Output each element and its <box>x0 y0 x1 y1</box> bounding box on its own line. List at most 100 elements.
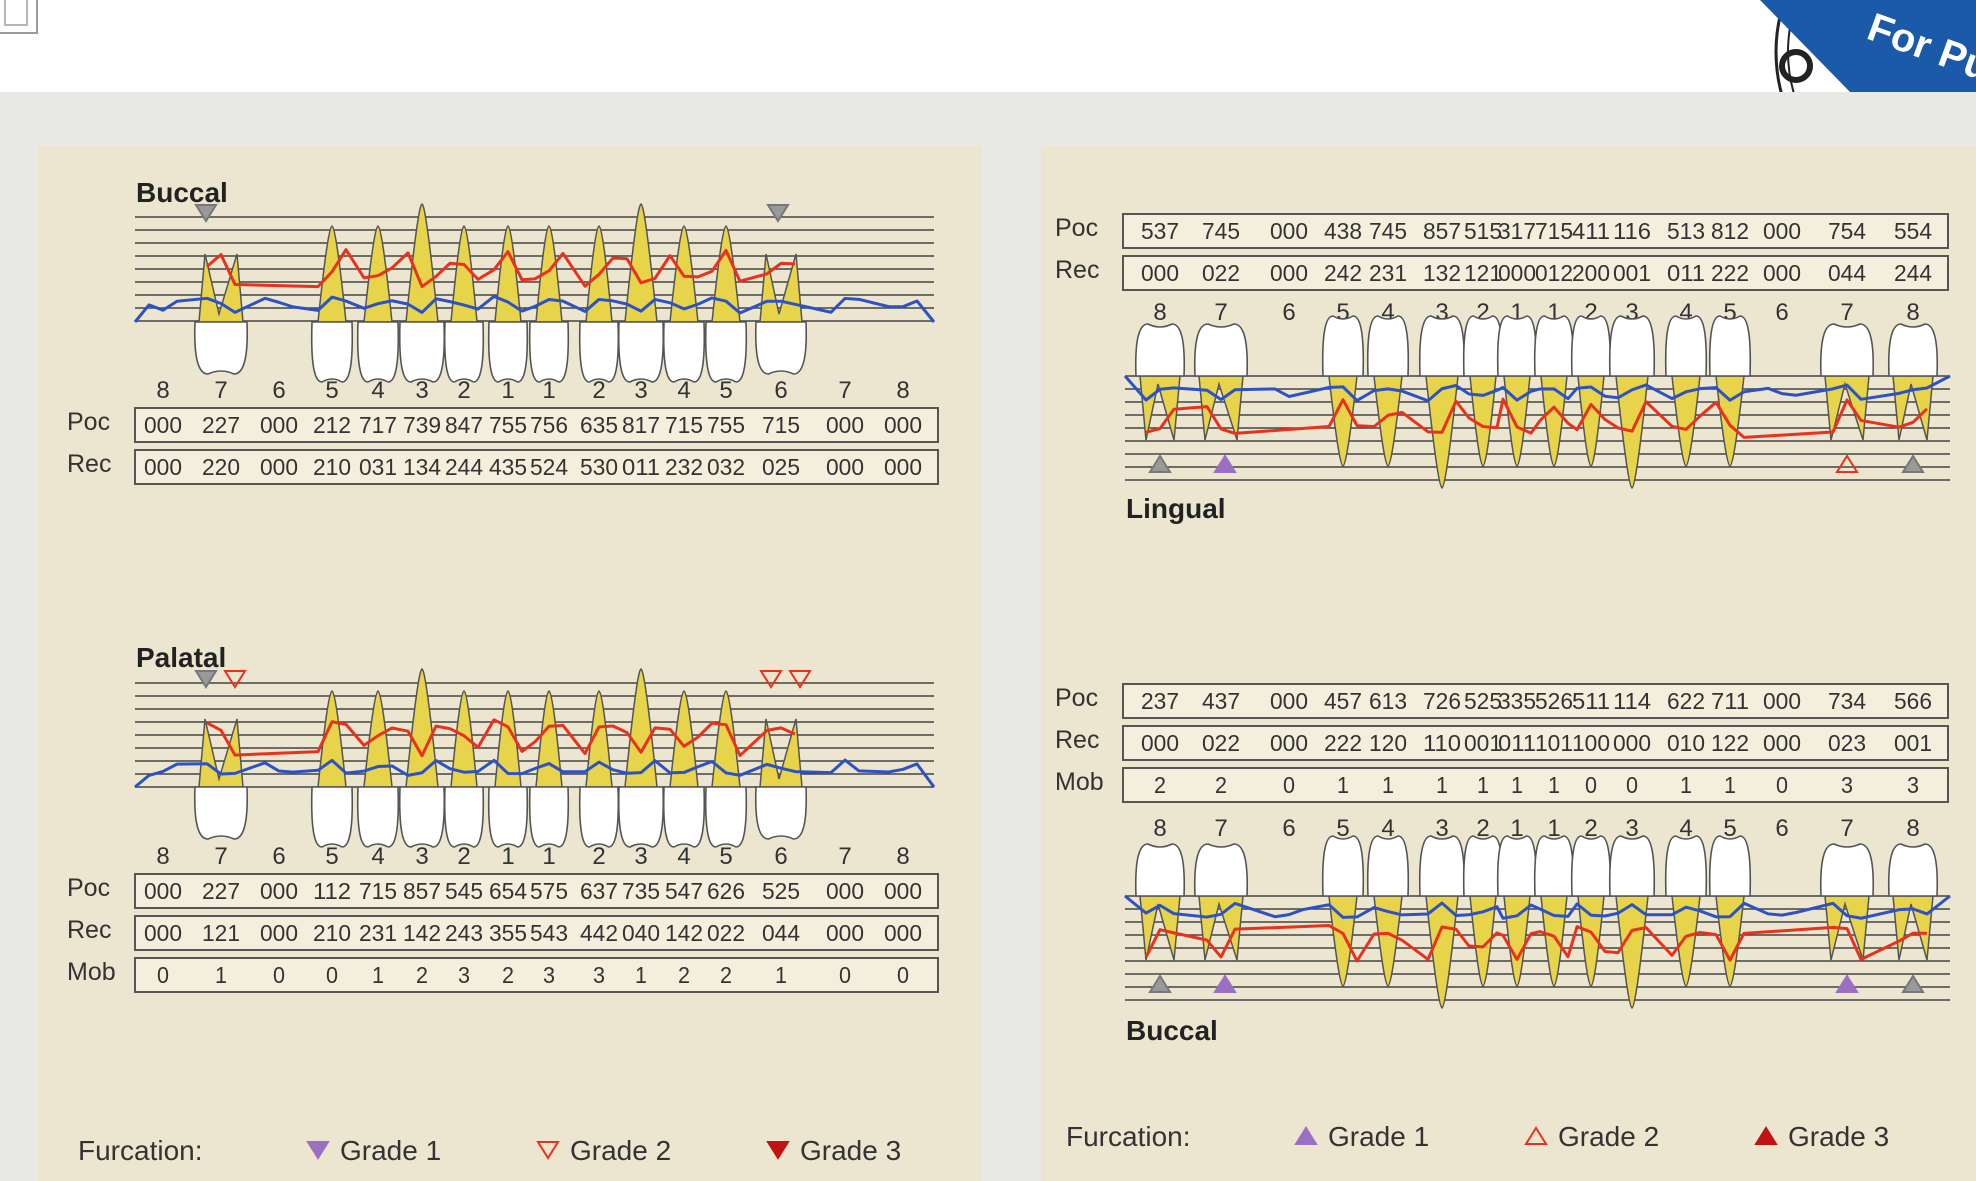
tooth-crown <box>1819 843 1875 897</box>
tooth-number: 5 <box>1723 815 1736 842</box>
cell-value: 000 <box>1763 260 1801 286</box>
tooth-number: 3 <box>415 843 428 870</box>
tooth-number: 6 <box>1282 815 1295 842</box>
cell-value: 231 <box>359 920 397 946</box>
cell-value: 411 <box>1572 218 1610 244</box>
cell-value: 335 <box>1498 688 1536 714</box>
tooth <box>487 225 529 383</box>
tooth-crown <box>704 786 748 848</box>
tooth-crown <box>1321 315 1365 377</box>
tooth-crown <box>487 321 529 383</box>
cell-value: 000 <box>144 412 182 438</box>
legend-triangle <box>1524 1126 1548 1145</box>
tooth-number: 6 <box>774 377 787 404</box>
tooth-crown <box>1134 843 1186 897</box>
furcation-marker <box>1213 974 1237 993</box>
cell-value: 000 <box>144 454 182 480</box>
tooth-number: 7 <box>214 377 227 404</box>
cell-value: 734 <box>1828 688 1866 714</box>
cell-value: 000 <box>826 878 864 904</box>
cell-value: 011 <box>1667 260 1705 286</box>
cell-value: 715 <box>762 412 800 438</box>
tooth-root <box>1328 375 1358 467</box>
cell-value: 121 <box>1464 260 1502 286</box>
cell-value: 513 <box>1667 218 1705 244</box>
tooth <box>1193 323 1249 441</box>
tooth <box>1134 323 1186 441</box>
cell-value: 116 <box>1613 218 1651 244</box>
cell-value: 530 <box>580 454 618 480</box>
data-row-rec: Rec 000 220 000 210 031 134 244 435 524 530 011 232 0… <box>67 449 939 485</box>
tooth-crown <box>662 786 706 848</box>
tooth <box>1366 315 1410 467</box>
cell-value: 025 <box>762 454 800 480</box>
cell-value: 0 <box>273 962 285 988</box>
row-label: Rec <box>67 450 111 478</box>
tooth <box>443 690 485 848</box>
tooth-root <box>1540 895 1568 987</box>
gingival-margin-line <box>133 294 936 323</box>
tooth-crown <box>578 786 620 848</box>
row-label: Rec <box>1055 256 1099 284</box>
cell-value: 1 <box>775 962 787 988</box>
cell-value: 547 <box>665 878 703 904</box>
cell-value: 317 <box>1498 218 1536 244</box>
furcation-marker <box>1901 974 1925 993</box>
cell-value: 745 <box>1369 218 1407 244</box>
cell-value: 739 <box>403 412 441 438</box>
tooth <box>356 690 400 848</box>
legend-triangle <box>306 1141 330 1160</box>
tooth <box>704 690 748 848</box>
tooth <box>1462 835 1504 987</box>
cell-value: 0 <box>839 962 851 988</box>
cell-value: 511 <box>1572 688 1610 714</box>
cell-value: 023 <box>1828 730 1866 756</box>
cell-value: 222 <box>1711 260 1749 286</box>
tooth-crown <box>356 321 400 383</box>
cell-value: 0 <box>1585 772 1597 798</box>
tooth-crown <box>1533 835 1575 897</box>
tooth-root <box>624 668 658 788</box>
cell-value: 231 <box>1369 260 1407 286</box>
cell-value: 735 <box>622 878 660 904</box>
furcation-marker <box>1148 974 1172 993</box>
cell-value: 755 <box>707 412 745 438</box>
cell-value: 000 <box>144 878 182 904</box>
tooth-number: 8 <box>896 377 909 404</box>
tooth-number: 4 <box>1381 815 1394 842</box>
cell-value: 437 <box>1202 688 1240 714</box>
tooth-crown <box>754 321 808 375</box>
tooth <box>617 668 665 848</box>
cell-value: 2 <box>416 962 428 988</box>
publication-stamp: For Publ <box>1700 0 1976 92</box>
data-row-mob: Mob 2 2 0 1 1 1 1 1 1 0 0 1 1 0 3 3 <box>1055 767 1949 803</box>
tooth-number: 6 <box>1282 299 1295 326</box>
tooth <box>578 690 620 848</box>
cell-value: 525 <box>762 878 800 904</box>
tooth-crown <box>356 786 400 848</box>
cell-value: 114 <box>1613 688 1651 714</box>
tooth-root <box>1577 375 1605 467</box>
tooth-crown <box>398 321 446 383</box>
cell-value: 711 <box>1711 688 1749 714</box>
cell-value: 2 <box>1154 772 1166 798</box>
cell-value: 2 <box>678 962 690 988</box>
furcation-marker <box>194 204 218 223</box>
tooth-number: 4 <box>371 377 384 404</box>
cell-value: 044 <box>1828 260 1866 286</box>
section-title: Buccal <box>136 177 228 208</box>
row-box <box>134 449 939 485</box>
cell-value: 626 <box>707 878 745 904</box>
cell-value: 227 <box>202 878 240 904</box>
cell-value: 011 <box>622 454 660 480</box>
tooth-crown <box>1134 323 1186 377</box>
tooth-number: 7 <box>838 843 851 870</box>
tooth-number: 2 <box>1584 815 1597 842</box>
cell-value: 222 <box>1324 730 1362 756</box>
tooth <box>398 203 446 383</box>
